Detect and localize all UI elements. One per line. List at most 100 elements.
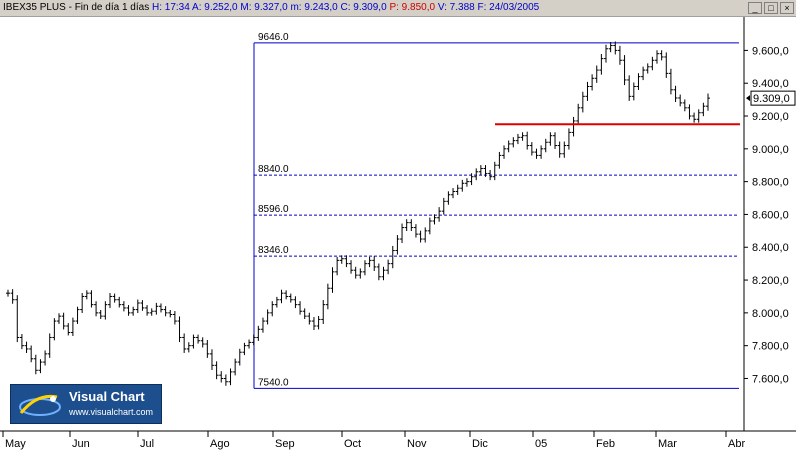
ohlc-bar [15, 295, 20, 343]
ohlc-bar [650, 56, 655, 71]
maximize-button[interactable]: □ [764, 2, 778, 14]
ohlc-bar [692, 112, 697, 123]
y-tick-label: 8.600,0 [752, 209, 789, 221]
ohlc-bar [33, 354, 38, 375]
volume-label: V: 7.388 [437, 2, 475, 13]
ohlc-bar [29, 345, 34, 363]
ohlc-bar [107, 293, 112, 309]
chart-titlebar: IBEX35 PLUS - Fin de día 1 días H: 17:34… [0, 0, 796, 17]
ohlc-bar [557, 141, 562, 158]
ohlc-bar [182, 333, 187, 353]
ohlc-bar [279, 289, 284, 304]
ohlc-bar [539, 145, 544, 159]
ohlc-bar [94, 301, 99, 317]
current-price-box [750, 90, 796, 106]
ohlc-bar [6, 289, 10, 297]
close-button[interactable]: × [780, 2, 794, 14]
ohlc-bar [205, 340, 210, 358]
ohlc-bar [636, 73, 641, 90]
y-axis: 9.600,0 9.400,0 9.200,0 9.000,0 8.800,0 8.600… [744, 45, 796, 385]
ohlc-bar [395, 235, 400, 255]
date-label: F: 24/03/2005 [477, 2, 540, 13]
period-label: Fin de día 1 días [74, 2, 150, 13]
ohlc-bar [145, 305, 150, 316]
ohlc-bar [307, 312, 312, 325]
y-tick-label: 9.000,0 [752, 144, 789, 156]
ohlc-bar [117, 296, 122, 308]
ohlc-bar [270, 301, 275, 317]
ohlc-bar [613, 41, 618, 55]
ohlc-bar [627, 75, 632, 101]
ohlc-bar [172, 311, 177, 325]
fib-level-label: 8596.0 [258, 204, 289, 215]
fib-level-label: 7540.0 [258, 377, 289, 388]
ohlc-bar [177, 316, 182, 343]
ohlc-bar [19, 334, 24, 350]
ohlc-bar [418, 230, 423, 243]
ohlc-bar [200, 337, 205, 348]
ohlc-bar [284, 290, 289, 300]
ohlc-bar [469, 173, 474, 186]
ohlc-bar [126, 305, 131, 316]
ohlc-bar [260, 317, 265, 333]
ohlc-bar [483, 165, 488, 177]
ohlc-bar [585, 81, 590, 101]
ohlc-bar [219, 371, 224, 383]
ohlc-bar [548, 132, 553, 146]
close-label: C: 9.309,0 [340, 2, 387, 13]
ohlc-bar [502, 145, 507, 159]
ohlc-bar [474, 168, 479, 181]
ohlc-bar [687, 104, 692, 120]
ohlc-bar [446, 191, 451, 205]
ohlc-bar [386, 259, 391, 275]
x-tick-label: Ago [210, 438, 230, 450]
open-label: A: 9.252,0 [192, 2, 238, 13]
y-tick-label: 8.400,0 [752, 242, 789, 254]
ohlc-bar [293, 296, 298, 309]
ohlc-bar [413, 224, 418, 238]
y-tick-label: 9.200,0 [752, 111, 789, 123]
ohlc-bar [84, 290, 89, 300]
ohlc-bar [678, 94, 683, 107]
x-tick-label: Mar [658, 438, 677, 450]
ohlc-bar [158, 303, 163, 313]
x-tick-label: 05 [535, 438, 547, 450]
x-tick-label: Sep [275, 438, 295, 450]
ohlc-bar [75, 306, 80, 324]
ohlc-bar [455, 184, 460, 195]
ohlc-bar [196, 334, 201, 344]
fib-level-label: 8840.0 [258, 164, 289, 175]
ohlc-bar [131, 306, 136, 316]
minimize-button[interactable]: _ [748, 2, 762, 14]
ohlc-bar [608, 42, 613, 53]
logo-url: www.visualchart.com [69, 407, 154, 417]
ohlc-bar [335, 256, 340, 276]
ohlc-bar [325, 283, 330, 310]
ohlc-bar [488, 169, 493, 181]
ohlc-bar [492, 161, 497, 181]
ohlc-bar [427, 217, 432, 235]
y-tick-label: 8.800,0 [752, 177, 789, 189]
price-pointer-icon [746, 95, 750, 102]
ohlc-bar [251, 334, 256, 346]
ohlc-bar [298, 301, 303, 315]
y-tick-label: 9.600,0 [752, 45, 789, 57]
ohlc-bar [353, 266, 358, 279]
ohlc-bar [506, 140, 511, 153]
logo-brand: Visual Chart [69, 389, 145, 404]
ohlc-bar [358, 268, 363, 279]
ohlc-bar [622, 55, 627, 86]
ohlc-bar [478, 165, 483, 176]
low-label: m: 9.243,0 [290, 2, 338, 13]
ohlc-bar [553, 132, 558, 149]
y-tick-label: 9.400,0 [752, 78, 789, 90]
ohlc-bar [247, 339, 252, 349]
ohlc-bar [349, 260, 354, 274]
ohlc-bar [580, 91, 585, 113]
ohlc-bar [242, 342, 247, 356]
ohlc-bar [590, 74, 595, 91]
ohlc-bar [149, 308, 154, 316]
x-tick-label: Jul [140, 438, 154, 450]
ohlc-bar [121, 301, 126, 312]
